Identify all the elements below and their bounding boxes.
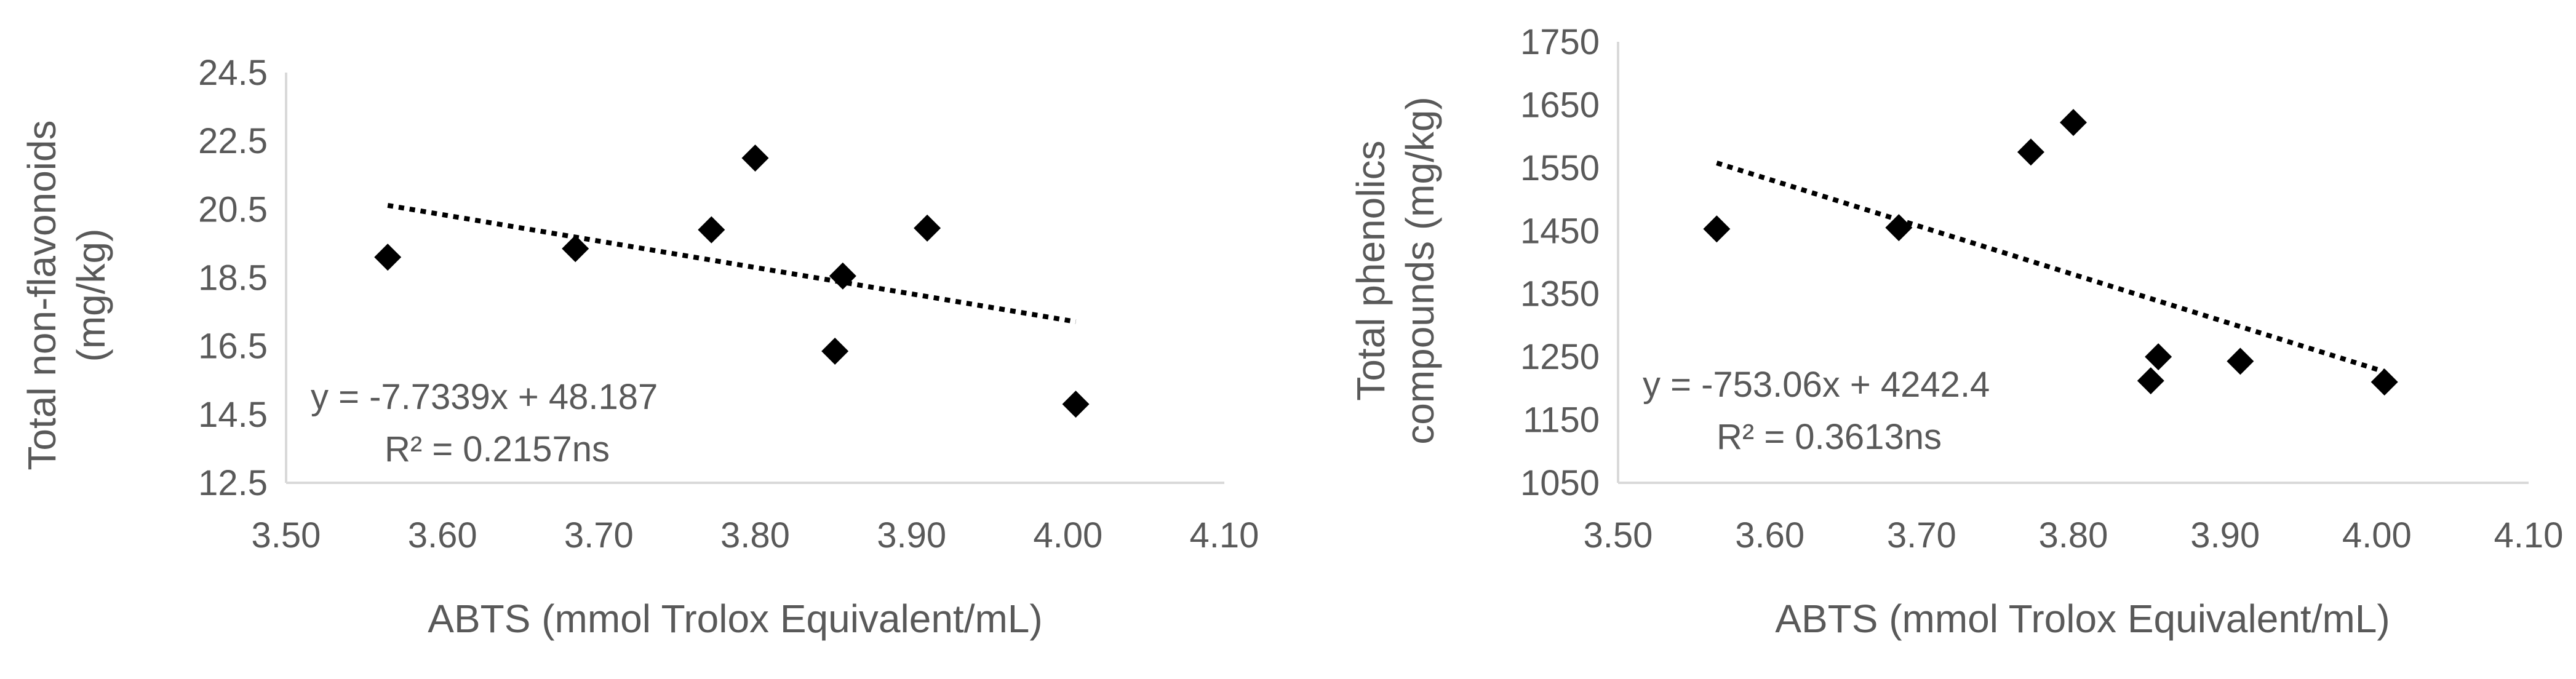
x-tick-label: 3.70 [564, 515, 634, 555]
y-axis-title-line-2: (mg/kg) [69, 229, 113, 362]
data-point [829, 262, 856, 290]
data-point [698, 216, 725, 244]
data-point [2017, 138, 2044, 166]
trendline [1716, 161, 2385, 375]
y-tick-label: 1650 [1520, 85, 1600, 125]
y-tick-label: 1250 [1520, 337, 1600, 377]
data-point [2227, 347, 2254, 375]
y-tick-label: 14.5 [198, 395, 268, 435]
y-tick-label: 18.5 [198, 258, 268, 298]
data-point [1703, 215, 1731, 243]
x-tick-label: 3.50 [1584, 515, 1653, 555]
y-tick-label: 12.5 [198, 463, 268, 503]
y-tick-label: 22.5 [198, 121, 268, 161]
x-tick-label: 3.50 [252, 515, 321, 555]
y-tick-label: 1150 [1523, 400, 1600, 440]
x-tick-label: 3.90 [2190, 515, 2260, 555]
chart-phenolics: Total phenolics compounds (mg/kg) ABTS (… [1349, 22, 2563, 641]
x-tick-label: 4.00 [2342, 515, 2412, 555]
x-tick-label: 3.90 [877, 515, 946, 555]
y-axis-title: Total phenolics compounds (mg/kg) [1349, 97, 1442, 445]
data-point [562, 235, 589, 263]
data-point [1885, 214, 1913, 242]
y-tick-label: 1450 [1520, 211, 1600, 251]
x-tick-label: 4.10 [1190, 515, 1259, 555]
x-axis-title: ABTS (mmol Trolox Equivalent/mL) [428, 597, 1042, 641]
x-tick-label: 3.60 [408, 515, 477, 555]
y-tick-label: 1350 [1520, 274, 1600, 314]
data-point [1062, 391, 1090, 418]
data-point [821, 338, 849, 365]
y-tick-label: 24.5 [198, 53, 268, 93]
x-tick-label: 4.10 [2494, 515, 2564, 555]
y-tick-label: 16.5 [198, 327, 268, 367]
y-tick-label: 20.5 [198, 189, 268, 229]
y-axis-title-line-1: Total phenolics [1349, 140, 1393, 400]
y-axis-title-line-2: compounds (mg/kg) [1398, 97, 1442, 445]
y-axis-title: Total non-flavonoids (mg/kg) [20, 120, 113, 470]
data-point [2145, 343, 2172, 371]
r-squared-label: R² = 0.2157ns [385, 429, 610, 469]
trendline-equation: y = -7.7339x + 48.187 [311, 377, 658, 417]
x-axis-title: ABTS (mmol Trolox Equivalent/mL) [1775, 597, 2390, 641]
x-tick-label: 3.60 [1735, 515, 1804, 555]
data-point [741, 144, 769, 172]
x-tick-label: 3.70 [1887, 515, 1956, 555]
trendline-equation: y = -753.06x + 4242.4 [1643, 365, 1990, 405]
x-tick-label: 3.80 [2039, 515, 2108, 555]
y-tick-label: 1050 [1520, 463, 1600, 503]
r-squared-label: R² = 0.3613ns [1717, 417, 1942, 457]
y-tick-label: 1550 [1520, 148, 1600, 188]
y-axis-title-line-1: Total non-flavonoids [20, 120, 64, 470]
x-tick-label: 4.00 [1033, 515, 1103, 555]
data-point [2060, 109, 2087, 137]
data-point [914, 214, 941, 242]
data-point [374, 244, 402, 271]
x-tick-label: 3.80 [720, 515, 790, 555]
y-tick-label: 1750 [1520, 22, 1600, 62]
chart-non-flavonoids: Total non-flavonoids (mg/kg) ABTS (mmol … [20, 53, 1259, 641]
data-point [2371, 368, 2398, 396]
data-point [2137, 367, 2164, 395]
trendline [387, 202, 1077, 324]
